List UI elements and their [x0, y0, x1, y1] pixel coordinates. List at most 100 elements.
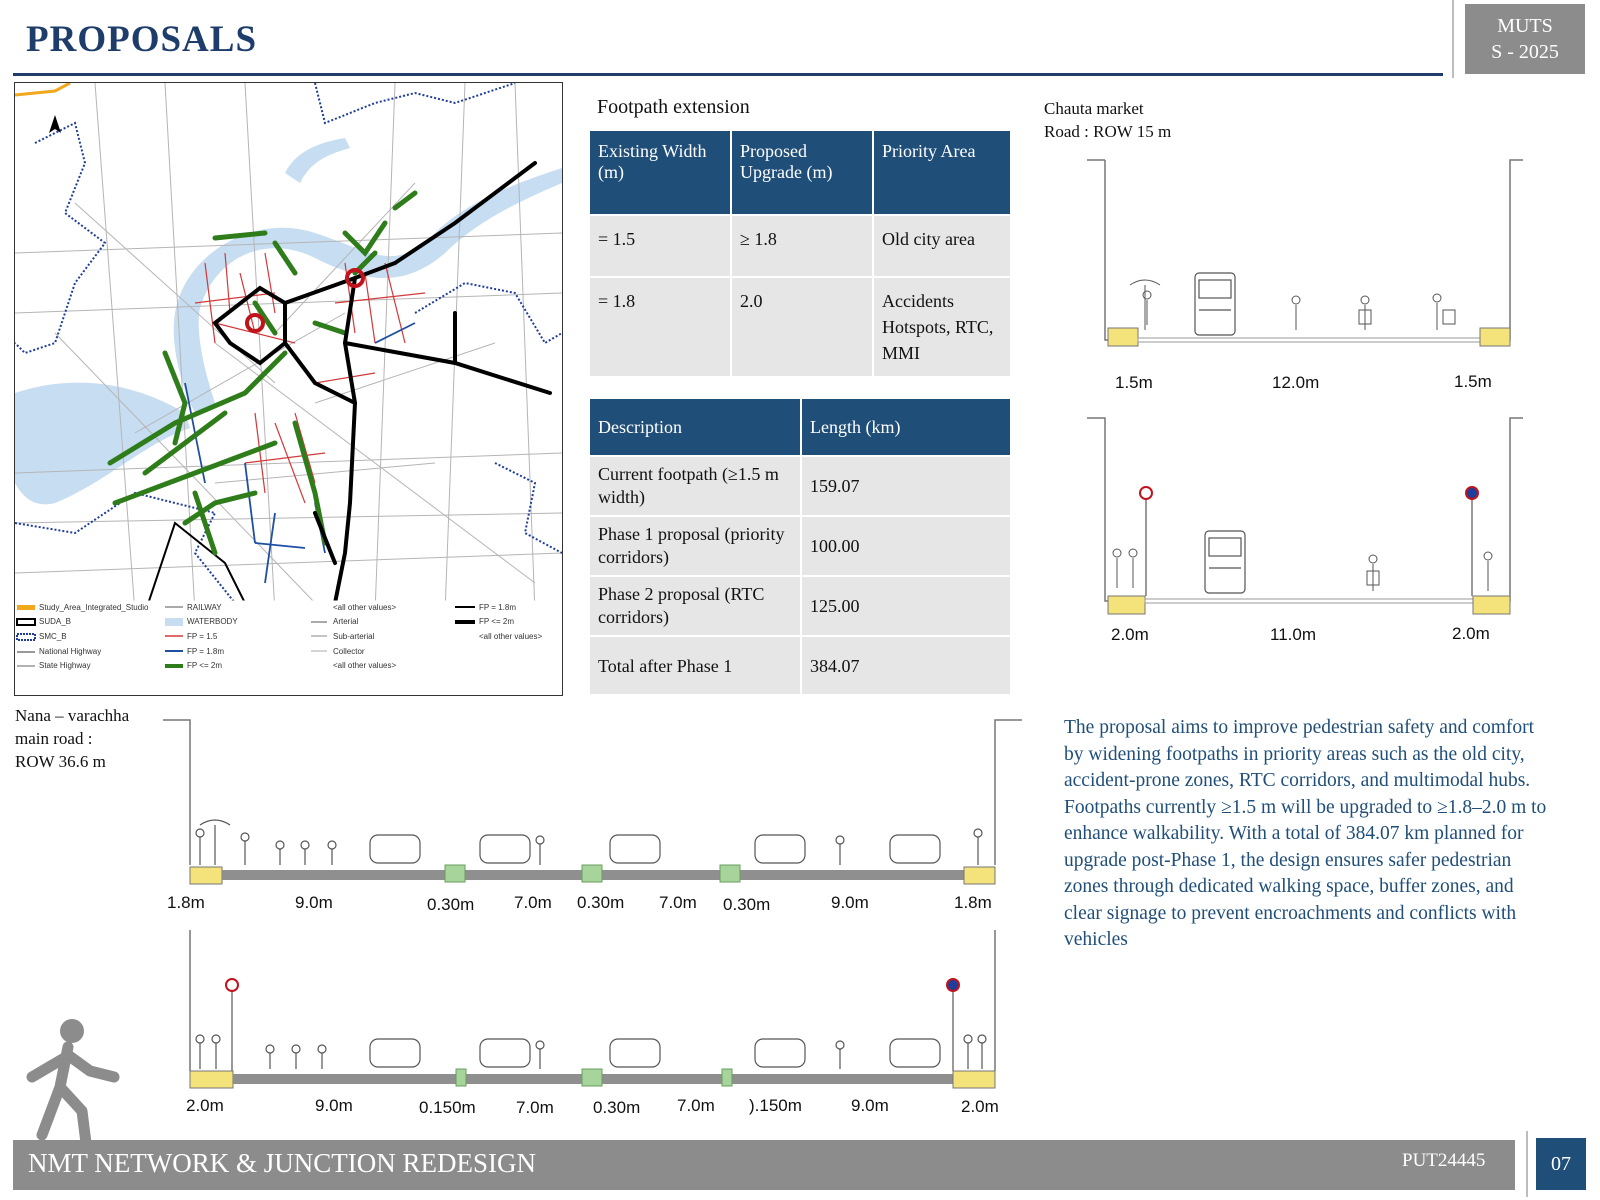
legend-label: SMC_B: [39, 632, 67, 641]
table-cell: = 1.5: [588, 214, 732, 278]
footpath-upgrade-table: Existing Width (m) Proposed Upgrade (m) …: [588, 129, 1012, 378]
median: [581, 1068, 603, 1087]
badge-line-1: MUTS: [1497, 15, 1553, 37]
pedestrian-icon: [1129, 279, 1161, 330]
badge-divider: [1452, 0, 1454, 78]
proposal-description: The proposal aims to improve pedestrian …: [1064, 717, 1547, 950]
dimension-label: 0.30m: [723, 895, 771, 914]
table-row: = 1.8 2.0 Accidents Hotspots, RTC, MMI: [588, 276, 1012, 378]
table-row: Total after Phase 1 384.07: [588, 635, 1012, 696]
column-header: Proposed Upgrade (m): [730, 129, 874, 216]
legend-label: <all other values>: [479, 632, 543, 641]
bus-icon: [1194, 272, 1236, 336]
median: [719, 864, 741, 883]
median: [455, 1068, 467, 1087]
dimension-label: 11.0m: [1270, 625, 1316, 644]
bus-icon: [1204, 530, 1246, 594]
chauta-market-label: Chauta market Road : ROW 15 m: [1044, 97, 1171, 143]
no-stopping-sign-icon: [946, 978, 960, 992]
dimension-label: 7.0m: [677, 1096, 715, 1115]
legend-label: Sub-arterial: [333, 632, 375, 641]
label-line: ROW 36.6 m: [15, 752, 106, 771]
footer-title: NMT NETWORK & JUNCTION REDESIGN: [28, 1148, 536, 1178]
length-table: Description Length (km) Current footpath…: [588, 397, 1012, 696]
dimension-label: 2.0m: [186, 1096, 224, 1115]
footer-divider: [1526, 1131, 1528, 1197]
no-parking-sign-icon: [1139, 486, 1153, 500]
legend-label: FP <= 2m: [479, 617, 514, 626]
median: [581, 864, 603, 883]
dimension-label: 0.30m: [577, 893, 625, 912]
pedestrian-icon: [1291, 295, 1301, 330]
nana-cross-section-1: [163, 719, 1022, 885]
label-line: Nana – varachha: [15, 706, 130, 725]
footpath-left: [189, 866, 223, 885]
badge-line-2: S - 2025: [1491, 41, 1559, 63]
vehicle-icons: [195, 1034, 987, 1069]
median: [721, 1068, 733, 1087]
arterial-roads: [212, 161, 552, 605]
legend-label: National Highway: [39, 647, 102, 656]
table-cell: Old city area: [872, 214, 1012, 278]
label-line: main road :: [15, 729, 93, 748]
column-header: Length (km): [800, 397, 1012, 457]
legend-label: RAILWAY: [187, 603, 222, 612]
carriageway: [1144, 598, 1474, 604]
chauta-cross-section-2: [1087, 417, 1523, 615]
footpath-extension-heading: Footpath extension: [597, 96, 750, 118]
pedestrian-icon: [1483, 551, 1493, 591]
footpath-right: [1472, 595, 1511, 615]
studio-badge: MUTS S - 2025: [1465, 4, 1585, 74]
dimension-label: 7.0m: [514, 893, 552, 912]
legend-label: Arterial: [333, 617, 359, 626]
page-number: 07: [1536, 1138, 1586, 1190]
legend-label: FP = 1.5: [187, 632, 218, 641]
dimension-label: 0.30m: [427, 895, 475, 914]
walking-person-icon: [26, 1019, 120, 1145]
motorcycle-icon: [1358, 295, 1372, 330]
dimension-label: 2.0m: [1111, 625, 1149, 644]
dimension-label: 7.0m: [516, 1098, 554, 1117]
dimension-label: 1.5m: [1454, 372, 1492, 391]
footpath-left: [189, 1070, 234, 1089]
table-cell: Phase 2 proposal (RTC corridors): [588, 575, 802, 637]
carriageway: [1137, 337, 1481, 343]
legend-label: <all other values>: [333, 661, 397, 670]
motorcycle-icon: [1432, 293, 1456, 330]
legend-label: SUDA_B: [39, 617, 72, 626]
footpath-right: [963, 866, 996, 885]
table-cell: 384.07: [800, 635, 1012, 696]
dimension-label: ).150m: [749, 1096, 802, 1115]
north-arrow-icon: [49, 115, 61, 133]
table-cell: 125.00: [800, 575, 1012, 637]
table-row: Current footpath (≥1.5 m width) 159.07: [588, 455, 1012, 517]
label-line: Chauta market: [1044, 99, 1144, 118]
legend-label: <all other values>: [333, 603, 397, 612]
column-header: Existing Width (m): [588, 129, 732, 216]
column-header: Priority Area: [872, 129, 1012, 216]
title-divider: [13, 73, 1443, 76]
page-title: PROPOSALS: [26, 19, 258, 60]
footpath-right: [1479, 327, 1511, 347]
legend-label: FP = 1.8m: [479, 603, 516, 612]
table-row: = 1.5 ≥ 1.8 Old city area: [588, 214, 1012, 278]
table-cell: Current footpath (≥1.5 m width): [588, 455, 802, 517]
dimension-label: 9.0m: [295, 893, 333, 912]
dimension-label: 9.0m: [851, 1096, 889, 1115]
table-row: Phase 1 proposal (priority corridors) 10…: [588, 515, 1012, 577]
vehicle-icons: [195, 819, 983, 865]
label-line: Road : ROW 15 m: [1044, 122, 1172, 141]
project-code: PUT24445: [1402, 1150, 1486, 1171]
nana-varachha-label: Nana – varachha main road : ROW 36.6 m: [15, 704, 129, 773]
legend-label: Study_Area_Integrated_Studio: [39, 603, 149, 612]
table-cell: ≥ 1.8: [730, 214, 874, 278]
motorcycle-icon: [1366, 554, 1380, 591]
dimension-label: 1.8m: [954, 893, 992, 912]
legend-label: FP <= 2m: [187, 661, 222, 670]
no-stopping-sign-icon: [1465, 486, 1479, 500]
dimension-label: 1.8m: [167, 893, 205, 912]
dimension-label: 9.0m: [831, 893, 869, 912]
footpath-left: [1107, 327, 1139, 347]
legend-label: State Highway: [39, 661, 91, 670]
table-cell: Accidents Hotspots, RTC, MMI: [872, 276, 1012, 378]
